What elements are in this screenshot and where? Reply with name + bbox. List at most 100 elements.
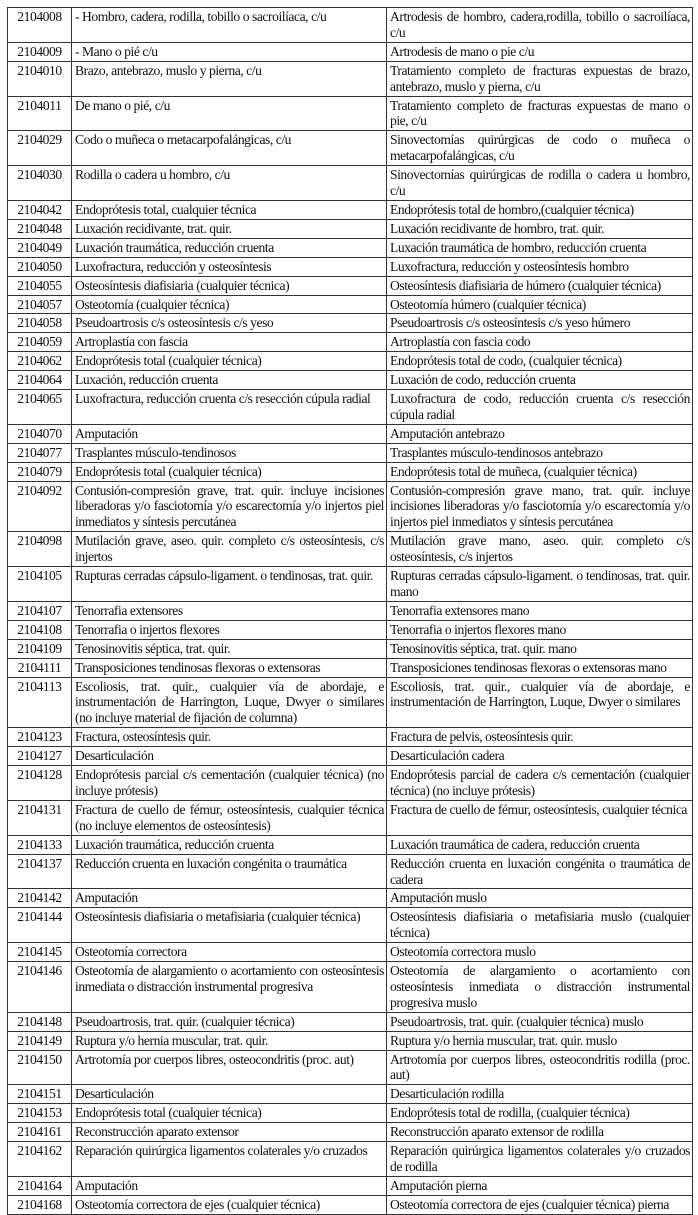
table-row: 2104133 Luxación traumática, reducción cr…: [7, 834, 693, 855]
table-row: 2104131 Fractura de cuello de fémur, oste…: [7, 799, 693, 836]
table-row: 2104142 Amputación Amputación muslo: [7, 888, 693, 909]
code-cell: 2104109: [7, 638, 72, 659]
table-row: 2104070 Amputación Amputación antebrazo: [7, 423, 693, 444]
full-description-cell: Reconstrucción aparato extensor de rodil…: [386, 1122, 693, 1143]
code-cell: 2104164: [7, 1175, 72, 1196]
code-cell: 2104151: [7, 1084, 72, 1105]
table-row: 2104111 Transposiciones tendinosas flexor…: [7, 657, 693, 678]
description-cell: Transposiciones tendinosas flexoras o ex…: [71, 657, 387, 678]
table-row: 2104168 Osteotomía correctora de ejes (cu…: [7, 1194, 693, 1215]
description-cell: Rupturas cerradas cápsulo-ligament. o te…: [71, 566, 387, 602]
description-cell: Escoliosis, trat. quir., cualquier vía d…: [71, 676, 387, 729]
description-cell: Artroplastía con fascia: [71, 332, 387, 353]
code-cell: 2104077: [7, 442, 72, 463]
code-cell: 2104108: [7, 619, 72, 640]
code-cell: 2104111: [7, 657, 72, 678]
full-description-cell: Escoliosis, trat. quir., cualquier vía d…: [386, 676, 693, 729]
full-description-cell: Trasplantes músculo-tendinosos antebrazo: [386, 442, 693, 463]
code-cell: 2104168: [7, 1194, 72, 1215]
table-row: 2104137 Reducción cruenta en luxación con…: [7, 853, 693, 890]
full-description-cell: Desarticulación cadera: [386, 746, 693, 767]
table-row: 2104042 Endoprótesis total, cualquier téc…: [7, 199, 693, 220]
table-row: 2104048 Luxación recidivante, trat. quir.…: [7, 218, 693, 239]
description-cell: Osteosíntesis diafisiaria (cualquier téc…: [71, 275, 387, 296]
procedures-table: 2104008- Hombro, cadera, rodilla, tobill…: [7, 7, 693, 1215]
code-cell: 2104161: [7, 1122, 72, 1143]
full-description-cell: Sinovectomías quirúrgicas de rodilla o c…: [386, 165, 693, 201]
table-row: 2104123 Fractura, osteosíntesis quir. Frac…: [7, 727, 693, 748]
full-description-cell: Artrodesis de mano o pie c/u: [386, 41, 693, 62]
full-description-cell: Ruptura y/o hernia muscular, trat. quir.…: [386, 1030, 693, 1051]
full-description-cell: Osteosíntesis diafisiaria o metafisiaria…: [386, 907, 693, 944]
description-cell: Tenorrafia extensores: [71, 600, 387, 621]
table-row: 2104148 Pseudoartrosis, trat. quir. (cual…: [7, 1011, 693, 1032]
full-description-cell: Osteosíntesis diafisiaria de húmero (cua…: [386, 275, 693, 296]
full-description-cell: Artrodesis de hombro, cadera,rodilla, to…: [386, 7, 693, 43]
full-description-cell: Tenorrafia extensores mano: [386, 600, 693, 621]
table-row: 2104010 Brazo, antebrazo, muslo y pierna,…: [7, 60, 693, 97]
table-row: 2104146 Osteotomía de alargamiento o acor…: [7, 961, 693, 1013]
description-cell: - Hombro, cadera, rodilla, tobillo o sac…: [71, 7, 387, 43]
description-cell: Endoprótesis total (cualquier técnica): [71, 351, 387, 372]
code-cell: 2104123: [7, 727, 72, 748]
table-row: 2104008- Hombro, cadera, rodilla, tobill…: [7, 7, 693, 43]
code-cell: 2104079: [7, 461, 72, 482]
description-cell: Amputación: [71, 423, 387, 444]
full-description-cell: Artrotomía por cuerpos libres, osteocond…: [386, 1049, 693, 1086]
code-cell: 2104058: [7, 313, 72, 334]
table-row: 2104055 Osteosíntesis diafisiaria (cualqu…: [7, 275, 693, 296]
table-row: 2104128 Endoprótesis parcial c/s cementac…: [7, 765, 693, 801]
table-row: 2104030 Rodilla o cadera u hombro, c/u Sin…: [7, 165, 693, 201]
table-row: 2104058 Pseudoartrosis c/s osteosíntesis …: [7, 313, 693, 334]
code-cell: 2104148: [7, 1011, 72, 1032]
full-description-cell: Luxación traumática de cadera, reducción…: [386, 834, 693, 855]
full-description-cell: Amputación antebrazo: [386, 423, 693, 444]
full-description-cell: Tenorrafia o injertos flexores mano: [386, 619, 693, 640]
full-description-cell: Luxación recidivante de hombro, trat. qu…: [386, 218, 693, 239]
description-cell: Ruptura y/o hernia muscular, trat. quir.: [71, 1030, 387, 1051]
code-cell: 2104146: [7, 961, 72, 1013]
full-description-cell: Osteotomía de alargamiento o acortamient…: [386, 961, 693, 1013]
full-description-cell: Tratamiento completo de fracturas expues…: [386, 95, 693, 132]
table-row: 2104009- Mano o pié c/u Artrodesis de man…: [7, 41, 693, 62]
description-cell: Osteotomía correctora de ejes (cualquier…: [71, 1194, 387, 1215]
code-cell: 2104142: [7, 888, 72, 909]
table-row: 2104108 Tenorrafia o injertos flexores Ten…: [7, 619, 693, 640]
code-cell: 2104030: [7, 165, 72, 201]
table-row: 2104092 Contusión-compresión grave, trat.…: [7, 480, 693, 533]
code-cell: 2104092: [7, 480, 72, 533]
description-cell: Luxación recidivante, trat. quir.: [71, 218, 387, 239]
code-cell: 2104042: [7, 199, 72, 220]
table-row: 2104127 Desarticulación Desarticulación ca…: [7, 746, 693, 767]
full-description-cell: Osteotomía correctora de ejes (cualquier…: [386, 1194, 693, 1215]
description-cell: Fractura de cuello de fémur, osteosíntes…: [71, 799, 387, 836]
full-description-cell: Contusión-compresión grave mano, trat. q…: [386, 480, 693, 533]
full-description-cell: Fractura de pelvis, osteosíntesis quir.: [386, 727, 693, 748]
table-row: 2104057 Osteotomía (cualquier técnica) Ost…: [7, 294, 693, 315]
description-cell: Osteotomía de alargamiento o acortamient…: [71, 961, 387, 1013]
full-description-cell: Amputación muslo: [386, 888, 693, 909]
table-row: 2104162 Reparación quirúrgica ligamentos …: [7, 1141, 693, 1177]
code-cell: 2104150: [7, 1049, 72, 1086]
full-description-cell: Endoprótesis total de rodilla, (cualquie…: [386, 1103, 693, 1124]
description-cell: Pseudoartrosis, trat. quir. (cualquier t…: [71, 1011, 387, 1032]
description-cell: Luxofractura, reducción y osteosíntesis: [71, 256, 387, 277]
table-row: 2104109 Tenosinovitis séptica, trat. quir…: [7, 638, 693, 659]
code-cell: 2104062: [7, 351, 72, 372]
description-cell: Amputación: [71, 1175, 387, 1196]
full-description-cell: Desarticulación rodilla: [386, 1084, 693, 1105]
code-cell: 2104050: [7, 256, 72, 277]
description-cell: De mano o pié, c/u: [71, 95, 387, 132]
full-description-cell: Pseudoartrosis, trat. quir. (cualquier t…: [386, 1011, 693, 1032]
full-description-cell: Endoprótesis total de hombro,(cualquier …: [386, 199, 693, 220]
description-cell: Tenorrafia o injertos flexores: [71, 619, 387, 640]
code-cell: 2104105: [7, 566, 72, 602]
description-cell: Fractura, osteosíntesis quir.: [71, 727, 387, 748]
table-row: 2104151 Desarticulación Desarticulación ro…: [7, 1084, 693, 1105]
table-row: 2104105 Rupturas cerradas cápsulo-ligamen…: [7, 566, 693, 602]
table-row: 2104153 Endoprótesis total (cualquier téc…: [7, 1103, 693, 1124]
code-cell: 2104029: [7, 130, 72, 167]
code-cell: 2104048: [7, 218, 72, 239]
description-cell: Endoprótesis parcial c/s cementación (cu…: [71, 765, 387, 801]
full-description-cell: Transposiciones tendinosas flexoras o ex…: [386, 657, 693, 678]
